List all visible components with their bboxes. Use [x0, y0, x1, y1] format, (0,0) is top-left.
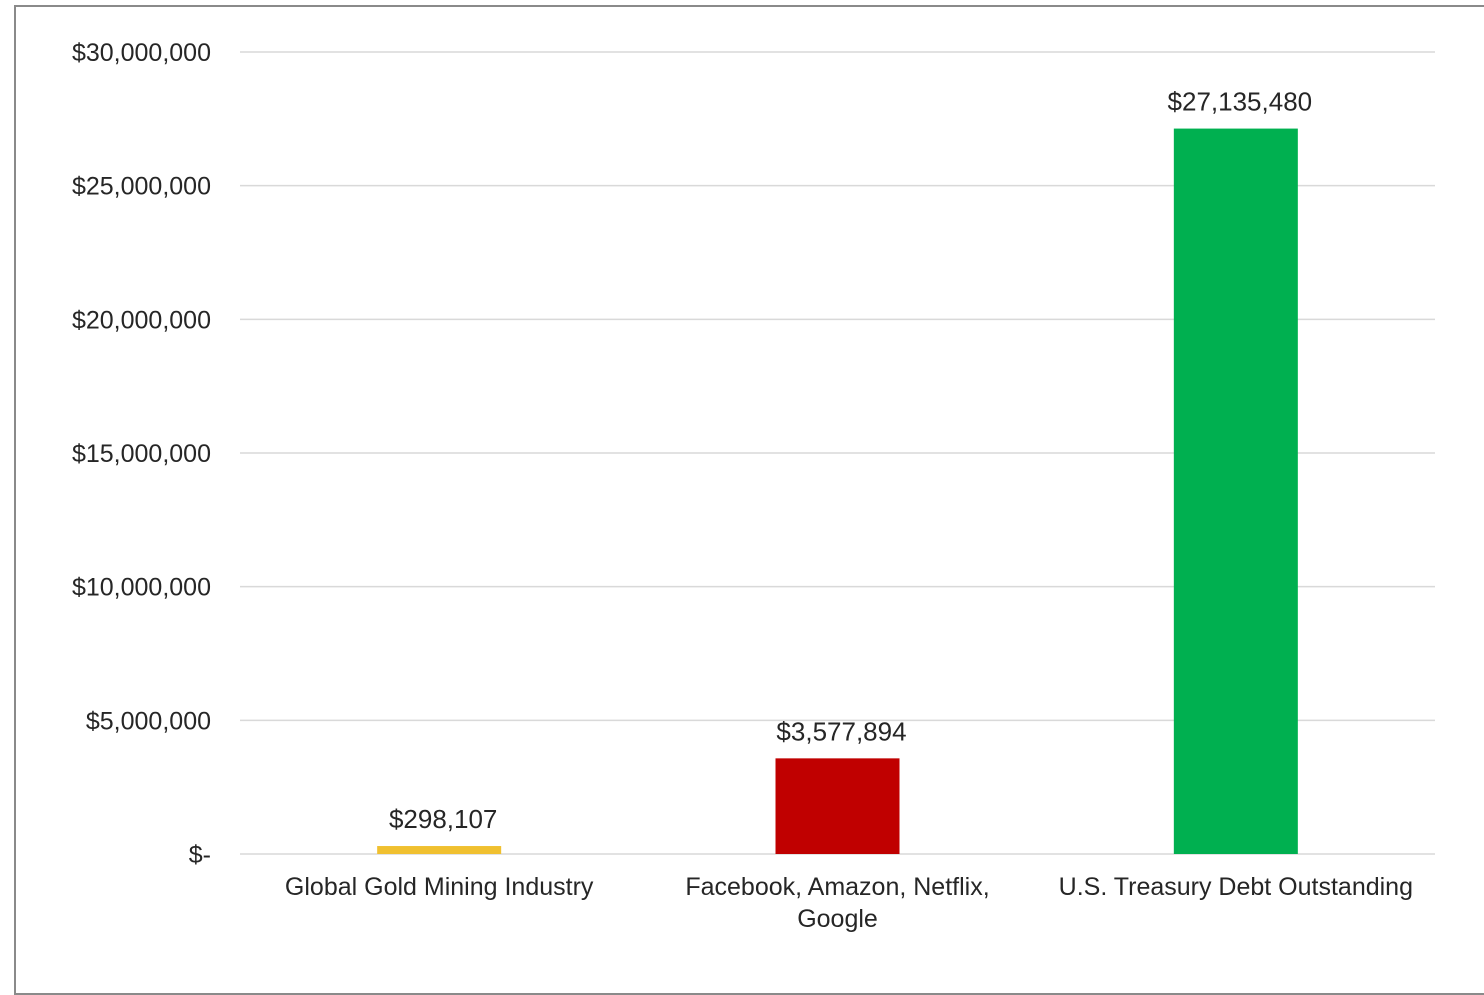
data-labels: $298,107 $3,577,894 $27,135,480 — [389, 87, 1312, 834]
y-tick-label: $15,000,000 — [72, 440, 211, 468]
bar — [775, 758, 900, 854]
x-category-label: Facebook, Amazon, Netflix, Google — [685, 873, 989, 933]
y-tick-label: $10,000,000 — [72, 574, 211, 602]
y-tick-label: $- — [189, 841, 211, 869]
y-tick-label: $25,000,000 — [72, 173, 211, 201]
bar — [1173, 128, 1298, 854]
bar-data-label: $27,135,480 — [1168, 87, 1313, 117]
x-axis-category-labels: Global Gold Mining Industry Facebook, Ama… — [285, 873, 1413, 933]
x-category-label: U.S. Treasury Debt Outstanding — [1059, 873, 1413, 901]
y-tick-label: $30,000,000 — [72, 39, 211, 67]
bar — [377, 846, 502, 854]
bar-data-label: $298,107 — [389, 804, 497, 834]
y-tick-label: $20,000,000 — [72, 306, 211, 334]
bar-data-label: $3,577,894 — [776, 716, 906, 746]
bars — [377, 128, 1298, 854]
x-category-label: Global Gold Mining Industry — [285, 873, 594, 901]
y-tick-label: $5,000,000 — [86, 707, 211, 735]
y-axis-tick-labels: $- $5,000,000 $10,000,000 $15,000,000 $20,00… — [72, 39, 211, 869]
